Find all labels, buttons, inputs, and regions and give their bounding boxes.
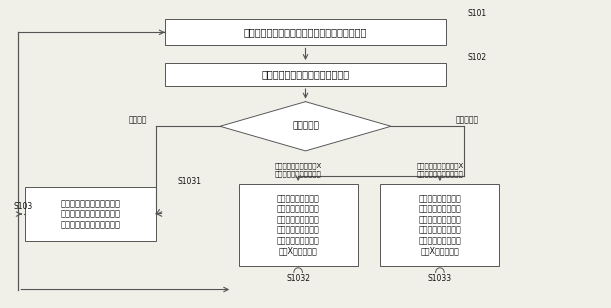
Text: 均匀分布？: 均匀分布？ [292,122,319,131]
FancyBboxPatch shape [380,184,500,265]
Text: S103: S103 [13,202,33,211]
FancyBboxPatch shape [238,184,357,265]
FancyBboxPatch shape [24,187,156,241]
Text: S1031: S1031 [177,177,201,186]
Text: S1033: S1033 [428,274,452,282]
Polygon shape [220,102,391,151]
Text: 非均匀分布: 非均匀分布 [455,116,478,125]
Text: 将基准天线和第二个天线的相位调整到初始相位: 将基准天线和第二个天线的相位调整到初始相位 [244,27,367,37]
Text: S102: S102 [467,53,486,62]
FancyBboxPatch shape [165,19,446,46]
Text: 确定电磁信号在空间中的强弱分布: 确定电磁信号在空间中的强弱分布 [262,70,349,79]
Text: 电磁信号强的方位位于X
轴的正半轴所涉及的区域: 电磁信号强的方位位于X 轴的正半轴所涉及的区域 [274,163,322,177]
Text: 电磁信号强的方位位于X
轴的负半轴所涉及的区域: 电磁信号强的方位位于X 轴的负半轴所涉及的区域 [416,163,464,177]
Text: 调整第二个天线与基准天线
之间的相位差为零，使基准
天线和第二个天线全向辐射: 调整第二个天线与基准天线 之间的相位差为零，使基准 天线和第二个天线全向辐射 [60,199,120,229]
Text: S1032: S1032 [286,274,310,282]
FancyBboxPatch shape [165,63,446,86]
Text: 均匀分布: 均匀分布 [128,116,147,125]
Text: S101: S101 [467,10,486,18]
Text: 调整第二个天线与基
准天线之间的相位差
，使通过基准天线和
第二个天线形成的方
向图的最大辐射方向
指向X轴的正方向: 调整第二个天线与基 准天线之间的相位差 ，使通过基准天线和 第二个天线形成的方 … [277,194,320,255]
Text: 调整第二个天线与基
准天线之间的相位差
，使通过基准天线和
第二个天线形成的方
向图的最大辐射方向
指向X轴的负方向: 调整第二个天线与基 准天线之间的相位差 ，使通过基准天线和 第二个天线形成的方 … [419,194,461,255]
